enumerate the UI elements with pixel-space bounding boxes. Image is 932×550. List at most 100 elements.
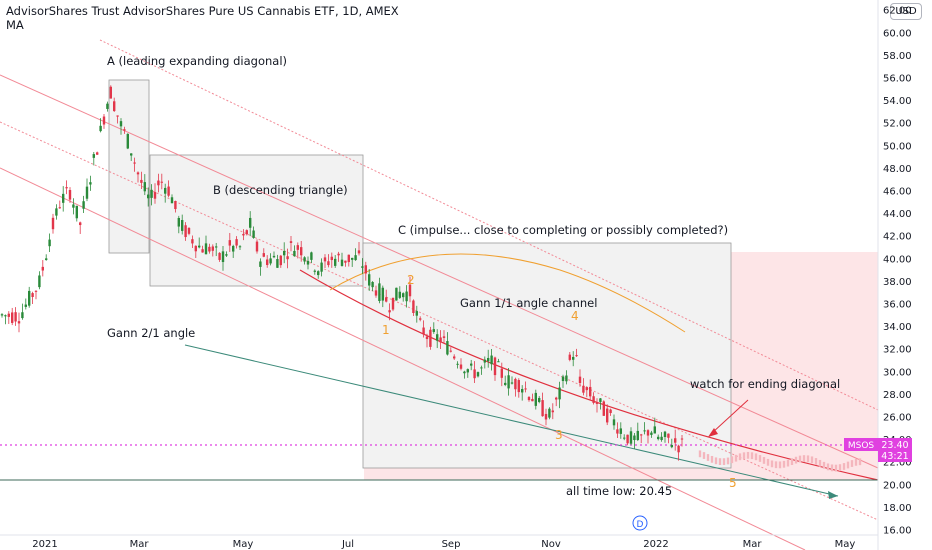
currency-button[interactable]: USD: [890, 3, 922, 20]
candle-body: [623, 437, 626, 439]
candle-body: [177, 217, 180, 227]
projection-bar: [858, 458, 862, 466]
dividend-marker[interactable]: [632, 515, 648, 531]
candle-body: [670, 444, 673, 448]
watch-arrowhead: [708, 428, 718, 437]
candle-body: [456, 363, 459, 365]
candles[interactable]: [0, 85, 862, 472]
time-tick-label: Nov: [541, 539, 561, 550]
projection-bar: [722, 458, 726, 466]
candle-body: [667, 433, 670, 438]
candle-body: [242, 233, 245, 236]
candle-body: [232, 245, 235, 252]
wave-label-1: 1: [382, 323, 390, 337]
candle-body: [364, 265, 367, 274]
candle-body: [259, 261, 262, 267]
candle-body: [531, 398, 534, 402]
candle-body: [483, 359, 486, 363]
candle-body: [402, 293, 405, 298]
candle-body: [317, 271, 320, 276]
candle-body: [201, 249, 204, 253]
wave-label-2: 2: [407, 273, 415, 287]
candle-body: [619, 428, 622, 434]
wave-label-3: 3: [555, 428, 563, 442]
candle-body: [565, 375, 568, 382]
candle-body: [191, 239, 194, 244]
candle-body: [361, 266, 364, 268]
candle-body: [266, 259, 269, 266]
candle-body: [99, 125, 102, 132]
candle-body: [470, 363, 473, 366]
projection-bar: [846, 461, 850, 469]
annotation-gann-channel: Gann 1/1 angle channel: [460, 296, 597, 310]
candle-body: [109, 86, 112, 99]
moving-average-line[interactable]: [329, 253, 686, 333]
candle-body: [279, 255, 282, 266]
price-tick-label: 42.00: [883, 232, 912, 243]
candle-body: [262, 253, 265, 257]
candle-body: [306, 260, 310, 265]
price-tick-label: 30.00: [883, 367, 912, 378]
time-axis[interactable]: 2021 Mar May Jul Sep Nov 2022 Mar May: [32, 539, 855, 550]
candle-body: [92, 154, 95, 158]
price-tick-label: 32.00: [883, 345, 912, 356]
projection-bar: [702, 452, 706, 459]
wave-c-box[interactable]: [362, 242, 732, 469]
projection-bar: [834, 464, 838, 472]
wave-a-box[interactable]: [108, 79, 150, 254]
projection-bar: [758, 455, 762, 462]
fan-curve[interactable]: [299, 269, 879, 481]
candle-body: [548, 408, 551, 418]
candle-body: [609, 409, 612, 414]
candle-body: [391, 297, 395, 310]
candle-body: [303, 257, 306, 262]
candle-body: [89, 182, 92, 185]
candle-body: [425, 336, 429, 340]
candle-body: [68, 190, 72, 200]
annotation-all-time-low: all time low: 20.45: [566, 484, 672, 498]
last-price-tag: [878, 438, 912, 462]
candle-body: [585, 387, 588, 391]
price-axis[interactable]: 16.0018.0020.0022.0024.0026.0028.0030.00…: [883, 6, 912, 537]
candle-body: [85, 186, 89, 199]
candle-body: [102, 116, 106, 125]
candle-body: [143, 182, 146, 192]
candle-body: [459, 364, 463, 369]
candle-body: [368, 274, 371, 286]
symbol-tag: [844, 438, 878, 451]
projection-bar: [798, 455, 802, 463]
candle-body: [24, 304, 27, 307]
candle-body: [72, 204, 75, 208]
time-tick-label: Mar: [130, 539, 150, 550]
projection-bar: [706, 454, 710, 461]
candle-body: [602, 401, 605, 416]
price-tick-label: 56.00: [883, 74, 912, 85]
candle-body: [504, 382, 507, 385]
candle-body: [606, 408, 609, 423]
candle-body: [170, 197, 174, 204]
candle-body: [245, 230, 248, 235]
projection-bar: [714, 457, 718, 465]
last-price-text: 23.40: [881, 440, 908, 451]
candle-body: [357, 250, 361, 254]
candle-body: [194, 245, 197, 252]
indicator-label[interactable]: MA: [6, 18, 24, 32]
candle-body: [17, 321, 21, 324]
price-tick-label: 28.00: [883, 390, 912, 401]
projection-bar: [762, 457, 766, 464]
countdown-text: 43:21: [881, 451, 908, 462]
projection-bar: [790, 458, 794, 465]
candle-body: [327, 261, 330, 266]
projection-bar: [754, 453, 758, 461]
gann-channel[interactable]: [0, 39, 879, 550]
candle-body: [31, 293, 34, 298]
candle-body: [493, 357, 497, 376]
candle-body: [561, 376, 565, 382]
candle-body: [636, 430, 639, 440]
candle-body: [592, 396, 595, 403]
candle-body: [595, 402, 599, 404]
gann-2-1-line[interactable]: [184, 344, 839, 497]
projection-bar: [710, 455, 714, 463]
projection-bar: [822, 461, 826, 469]
